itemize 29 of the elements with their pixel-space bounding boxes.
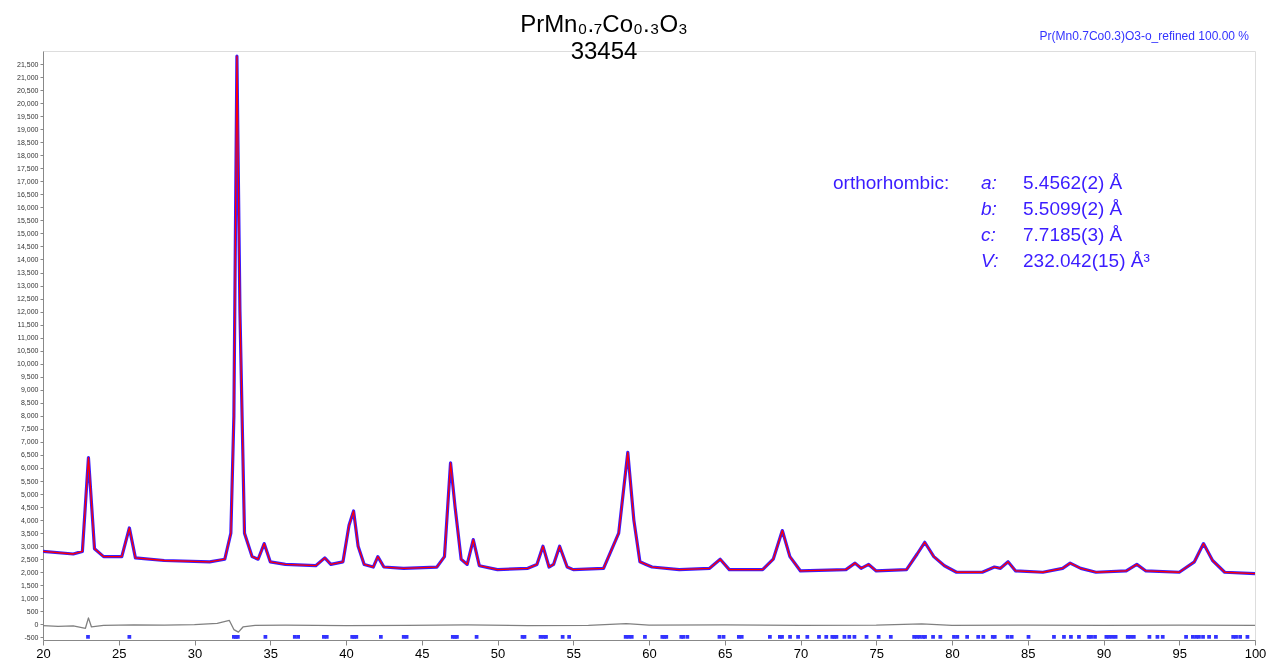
x-tick-label: 40	[339, 645, 354, 661]
annotation: 7.7185(3) Å	[1023, 224, 1123, 245]
x-tick-label: 60	[642, 645, 657, 661]
annotation: c:	[981, 224, 996, 245]
x-tick-label: 30	[187, 645, 203, 661]
annotation: 5.4562(2) Å	[1023, 172, 1123, 193]
chart-title: PrMn₀.₇Co₀.₃O₃	[520, 10, 688, 37]
x-tick-label: 90	[1096, 645, 1112, 661]
x-tick-label: 35	[263, 645, 278, 661]
annotation: a:	[981, 172, 997, 193]
annotation: 232.042(15) Å³	[1023, 250, 1150, 271]
x-tick-label: 25	[112, 645, 127, 661]
x-tick-label: 70	[793, 645, 809, 661]
x-tick-label: 95	[1172, 645, 1187, 661]
x-tick-label: 100	[1244, 645, 1267, 661]
annotation: V:	[981, 250, 999, 271]
x-tick-label: 55	[566, 645, 581, 661]
chart-subtitle: 33454	[570, 37, 638, 64]
text: Pr(Mn0.7Co0.3)O3-o_refined 100.00 %	[1039, 29, 1250, 43]
annotation: 5.5099(2) Å	[1023, 198, 1123, 219]
x-tick-label: 65	[718, 645, 733, 661]
x-tick-label: 85	[1021, 645, 1036, 661]
annotation: b:	[981, 198, 997, 219]
x-tick-label: 80	[945, 645, 960, 661]
x-tick-label: 50	[490, 645, 506, 661]
x-tick-label: 45	[415, 645, 430, 661]
x-tick-label: 20	[36, 645, 51, 661]
annotation: orthorhombic:	[833, 172, 950, 193]
x-tick-label: 75	[869, 645, 884, 661]
